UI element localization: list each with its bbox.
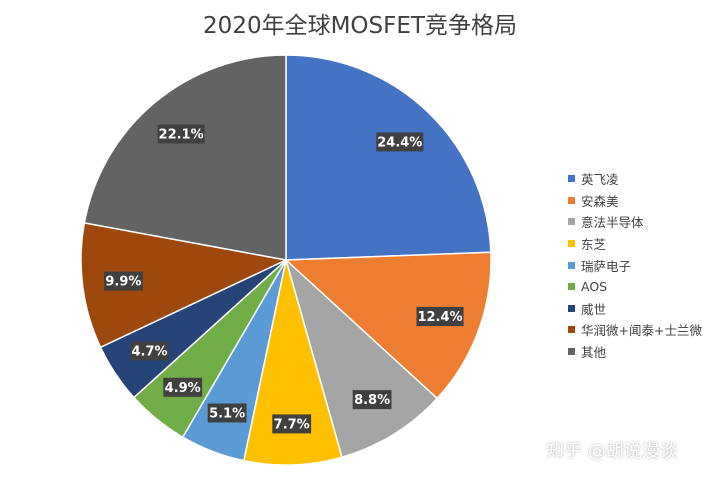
pie-data-labels: 24.4% 12.4% 8.8% 7.7% 5.1% 4.9% 4.7% 9.9% 22.1%: [104, 124, 464, 434]
data-label-box: [272, 414, 312, 434]
data-label-text: 7.7%: [274, 418, 310, 433]
data-label-4: 7.7%: [272, 414, 312, 434]
legend-item: 意法半导体: [568, 211, 702, 233]
legend-item: 其他: [568, 341, 702, 363]
legend-item: 华润微+闻泰+士兰微: [568, 319, 702, 341]
legend-item: 瑞萨电子: [568, 254, 702, 276]
legend-swatch: [568, 261, 575, 269]
data-label-box: [163, 377, 203, 397]
data-label-text: 4.7%: [131, 345, 167, 360]
data-label-2: 12.4%: [416, 307, 464, 326]
legend-swatch: [568, 304, 575, 312]
legend-swatch: [568, 240, 575, 248]
legend: 英飞凌安森美意法半导体东芝瑞萨电子 AOS 威世华润微+闻泰+士兰微 其他: [568, 168, 702, 362]
legend-label: 其他: [581, 345, 607, 361]
data-label-text: 24.4%: [377, 136, 422, 151]
data-label-9: 22.1%: [157, 124, 205, 144]
data-label-text: 8.8%: [354, 393, 390, 408]
legend-label: 安森美: [581, 193, 619, 209]
data-label-text: 5.1%: [209, 407, 245, 422]
data-label-box: [104, 271, 143, 291]
legend-item: 东芝: [568, 233, 702, 255]
pie-slices: [80, 54, 492, 466]
watermark: 知乎 @胡说漫谈: [546, 441, 678, 462]
pie-slice-8: [80, 221, 289, 349]
data-label-text: 22.1%: [159, 128, 204, 143]
data-label-3: 8.8%: [352, 390, 392, 410]
data-label-1: 24.4%: [376, 132, 424, 152]
data-label-text: 4.9%: [165, 381, 201, 396]
data-label-6: 4.9%: [163, 377, 203, 397]
data-label-text: 9.9%: [105, 275, 141, 290]
data-label-box: [416, 307, 464, 326]
legend-swatch: [568, 218, 575, 226]
legend-swatch: [568, 348, 575, 356]
pie-slice-3: [284, 257, 439, 459]
legend-swatch: [568, 283, 575, 291]
pie-slice-4: [242, 259, 343, 466]
data-label-8: 9.9%: [104, 271, 143, 291]
legend-label: AOS: [581, 279, 608, 295]
legend-item: 威世: [568, 298, 702, 320]
legend-swatch: [568, 326, 575, 334]
pie-slice-9: [83, 54, 287, 261]
data-label-box: [207, 403, 247, 423]
legend-swatch: [568, 175, 575, 183]
legend-swatch: [568, 196, 575, 204]
chart-title: 2020年全球MOSFET竞争格局: [203, 13, 517, 39]
legend-label: 威世: [581, 301, 607, 317]
legend-item: 英飞凌: [568, 168, 702, 190]
data-label-box: [130, 341, 169, 361]
legend-label: 华润微+闻泰+士兰微: [581, 323, 702, 339]
data-label-text: 12.4%: [417, 310, 462, 325]
data-label-5: 5.1%: [207, 403, 247, 423]
pie-slice-1: [285, 54, 492, 261]
data-label-box: [376, 132, 424, 152]
legend-item: AOS: [568, 276, 702, 298]
legend-item: 安森美: [568, 190, 702, 212]
legend-label: 瑞萨电子: [581, 258, 632, 274]
legend-label: 意法半导体: [581, 215, 644, 231]
data-label-box: [157, 124, 205, 144]
legend-label: 英飞凌: [581, 172, 619, 188]
legend-label: 东芝: [581, 237, 607, 253]
pie-slice-2: [284, 251, 492, 400]
data-label-box: [352, 390, 392, 410]
data-label-7: 4.7%: [130, 341, 169, 361]
